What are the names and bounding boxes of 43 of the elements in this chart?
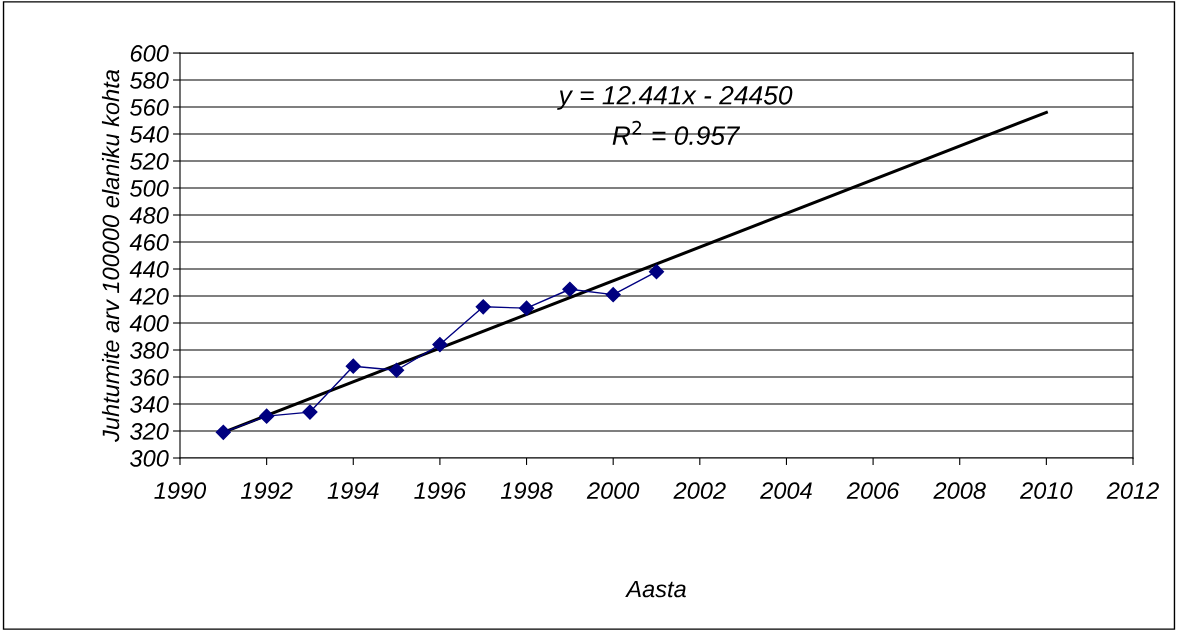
y-tick-label: 580	[130, 72, 169, 89]
point	[475, 299, 491, 315]
point	[345, 358, 361, 374]
x-tick-label: 2002	[673, 482, 726, 499]
y-tick-label: 460	[129, 234, 169, 251]
y-tick-label: 540	[130, 126, 169, 143]
point	[215, 424, 231, 440]
y-tick-label: 380	[130, 342, 169, 359]
point	[259, 408, 275, 424]
annotation: R$^{2}$ = 0.957	[612, 120, 741, 145]
point	[518, 300, 535, 316]
x-axis-title: Aasta	[625, 580, 686, 598]
y-tick-label: 400	[129, 315, 169, 332]
point	[648, 264, 665, 280]
y-tick-label: 600	[130, 45, 169, 62]
y-tick-label: 500	[130, 180, 169, 197]
y-tick-label: 520	[130, 153, 169, 170]
x-tick-label: 1992	[240, 482, 293, 499]
point	[432, 337, 448, 353]
x-tick-label: 2008	[933, 482, 986, 499]
y-tick-label: 420	[129, 288, 169, 305]
y-tick-label: 440	[129, 261, 169, 278]
y-tick-label: 360	[130, 369, 169, 386]
x-tick-label: 2012	[1106, 482, 1159, 499]
x-tick-label: 2000	[586, 482, 640, 499]
x-tick-label: 1990	[154, 482, 207, 499]
annotation: y = 12.441x - 24450	[557, 85, 793, 110]
y-tick-label: 300	[130, 450, 169, 467]
x-tick-label: 2006	[846, 482, 900, 499]
point	[302, 404, 318, 420]
x-tick-label: 1996	[414, 482, 467, 499]
x-tick-label: 1994	[327, 482, 379, 499]
y-tick-label: 480	[129, 207, 169, 224]
point	[389, 362, 405, 378]
y-tick-label: 340	[130, 396, 169, 413]
point	[605, 287, 621, 303]
y-tick-label: 560	[130, 99, 169, 116]
x-tick-label: 2010	[1019, 482, 1073, 499]
x-tick-label: 2004	[760, 482, 812, 499]
x-tick-label: 1998	[500, 482, 553, 499]
y-axis-title: Juhtumite arv 100000 elaniku kohta	[101, 69, 120, 442]
point	[562, 281, 578, 297]
y-tick-label: 320	[130, 423, 169, 440]
